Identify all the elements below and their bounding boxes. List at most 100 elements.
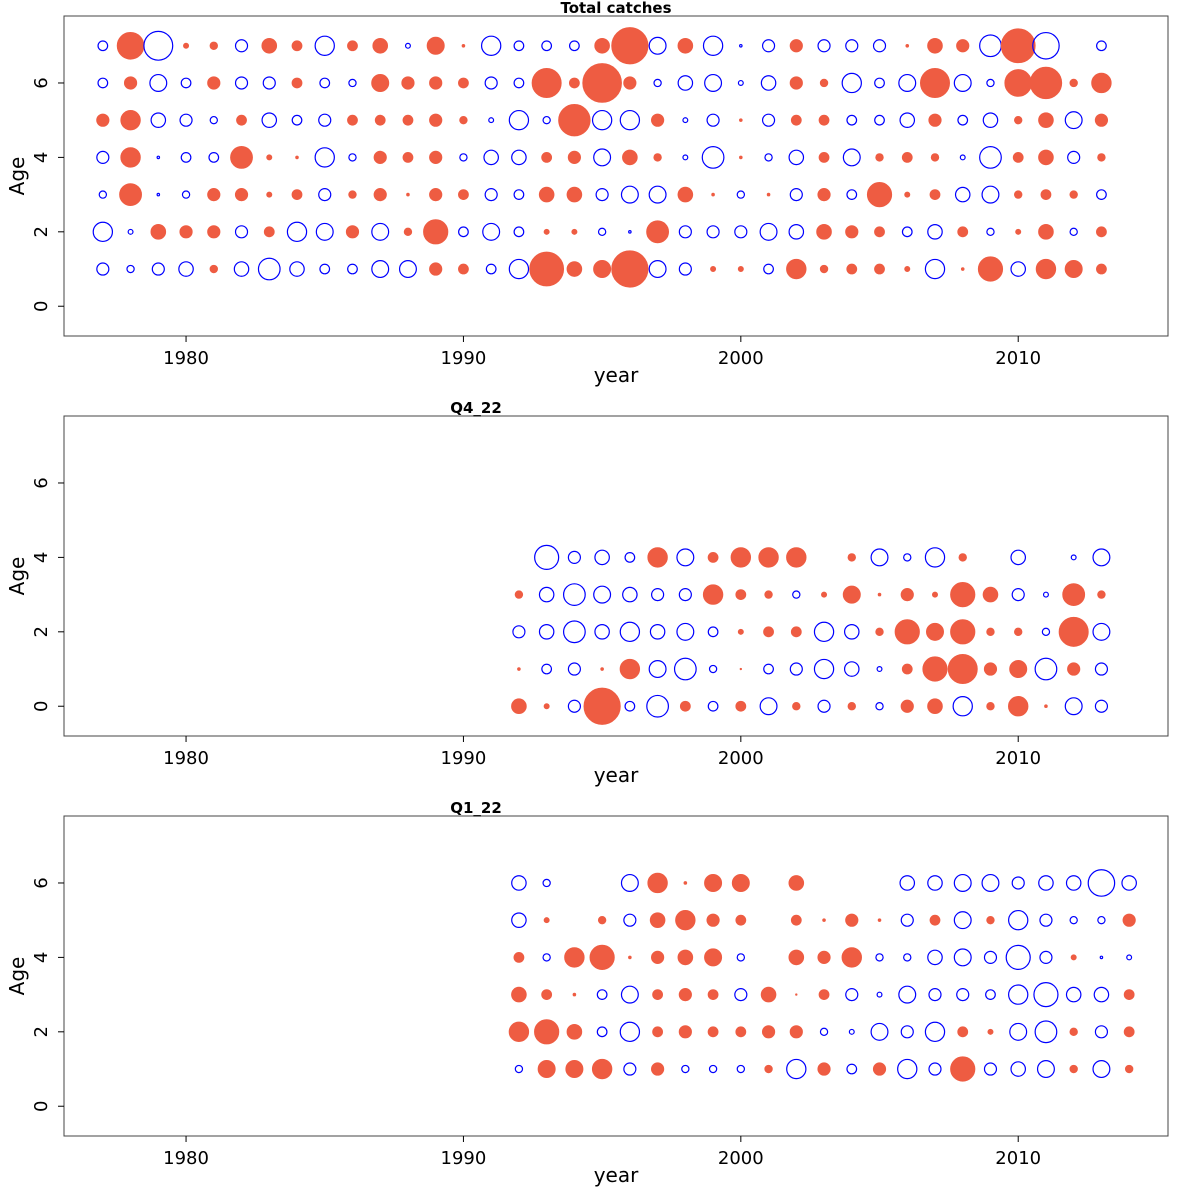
negative-residual-bubble <box>143 30 174 61</box>
x-tick-label: 2000 <box>718 748 764 769</box>
negative-residual-bubble <box>97 77 109 89</box>
negative-residual-bubble <box>482 222 501 241</box>
negative-residual-bubble <box>209 115 218 125</box>
positive-residual-bubble <box>459 115 468 125</box>
positive-residual-bubble <box>600 667 604 671</box>
negative-residual-bubble <box>648 185 667 204</box>
positive-residual-bubble <box>611 27 649 65</box>
positive-residual-bubble <box>1014 190 1023 199</box>
positive-residual-bubble <box>894 619 920 645</box>
positive-residual-bubble <box>706 913 720 927</box>
positive-residual-bubble <box>947 654 978 685</box>
positive-residual-bubble <box>538 186 555 203</box>
positive-residual-bubble <box>541 151 553 163</box>
positive-residual-bubble <box>1091 72 1112 94</box>
positive-residual-bubble <box>872 1062 887 1076</box>
positive-residual-bubble <box>1044 704 1048 709</box>
positive-residual-bubble <box>977 256 1004 282</box>
negative-residual-bubble <box>1093 986 1110 1003</box>
positive-residual-bubble <box>374 114 386 126</box>
positive-residual-bubble <box>458 263 469 275</box>
positive-residual-bubble <box>1069 78 1078 88</box>
positive-residual-bubble <box>1009 660 1028 679</box>
positive-residual-bubble <box>900 699 914 713</box>
negative-residual-bubble <box>736 190 746 199</box>
negative-residual-bubble <box>899 875 916 891</box>
negative-residual-bubble <box>1064 697 1083 716</box>
negative-residual-bubble <box>458 226 469 238</box>
positive-residual-bubble <box>1062 583 1086 607</box>
positive-residual-bubble <box>792 702 801 711</box>
positive-residual-bubble <box>373 150 387 164</box>
y-tick-label: 2 <box>31 626 52 637</box>
negative-residual-bubble <box>347 263 358 275</box>
chart-title: Total catches <box>560 0 671 17</box>
negative-residual-bubble <box>567 699 581 713</box>
positive-residual-bubble <box>628 955 632 960</box>
negative-residual-bubble <box>981 185 1000 204</box>
negative-residual-bubble <box>983 1062 998 1076</box>
negative-residual-bubble <box>1097 915 1106 925</box>
positive-residual-bubble <box>789 39 803 53</box>
positive-residual-bubble <box>704 873 723 892</box>
negative-residual-bubble <box>678 588 692 602</box>
negative-residual-bubble <box>761 113 776 127</box>
positive-residual-bubble <box>564 947 585 968</box>
negative-residual-bubble <box>928 1062 942 1076</box>
negative-residual-bubble <box>899 112 916 128</box>
positive-residual-bubble <box>818 989 830 1001</box>
negative-residual-bubble <box>595 188 609 202</box>
positive-residual-bubble <box>925 622 944 641</box>
negative-residual-bubble <box>180 77 192 89</box>
positive-residual-bubble <box>236 114 247 126</box>
negative-residual-bubble <box>734 988 748 1002</box>
x-tick-label: 2010 <box>995 748 1041 769</box>
positive-residual-bubble <box>958 553 967 562</box>
negative-residual-bubble <box>876 666 883 673</box>
positive-residual-bubble <box>209 41 218 50</box>
negative-residual-bubble <box>646 694 670 718</box>
positive-residual-bubble <box>179 225 193 239</box>
positive-residual-bubble <box>928 113 942 127</box>
positive-residual-bubble <box>1038 224 1054 240</box>
positive-residual-bubble <box>511 986 527 1003</box>
positive-residual-bubble <box>1038 149 1054 166</box>
negative-residual-bubble <box>149 73 168 92</box>
negative-residual-bubble <box>628 230 632 234</box>
negative-residual-bubble <box>1039 913 1053 927</box>
positive-residual-bubble <box>652 1026 664 1038</box>
panel-1: Total catches 1980 1990 2000 2010 0 2 4 6 year Age <box>5 0 1169 387</box>
negative-residual-bubble <box>874 114 885 126</box>
positive-residual-bubble <box>683 881 688 885</box>
negative-residual-bubble <box>843 624 860 640</box>
negative-residual-bubble <box>208 151 220 163</box>
x-tick-label: 2000 <box>718 1148 764 1169</box>
negative-residual-bubble <box>1096 40 1107 52</box>
x-tick-label: 1980 <box>163 348 209 369</box>
positive-residual-bubble <box>1014 627 1023 637</box>
positive-residual-bubble <box>295 155 299 160</box>
positive-residual-bubble <box>1123 989 1135 1001</box>
y-tick-label: 0 <box>31 301 52 312</box>
positive-residual-bubble <box>372 37 389 54</box>
negative-residual-bubble <box>178 261 194 277</box>
positive-residual-bubble <box>1097 590 1106 599</box>
positive-residual-bubble <box>817 188 831 202</box>
negative-residual-bubble <box>1032 31 1060 60</box>
negative-residual-bubble <box>870 548 889 567</box>
negative-residual-bubble <box>234 225 249 239</box>
negative-residual-bubble <box>813 621 835 643</box>
y-axis-label: Age <box>5 157 29 196</box>
positive-residual-bubble <box>1058 616 1089 647</box>
positive-residual-bubble <box>517 667 521 671</box>
positive-residual-bubble <box>150 224 167 240</box>
negative-residual-bubble <box>876 991 883 998</box>
negative-residual-bubble <box>648 36 667 55</box>
negative-residual-bubble <box>594 624 610 640</box>
positive-residual-bubble <box>534 1019 560 1045</box>
negative-residual-bubble <box>315 222 334 241</box>
negative-residual-bubble <box>648 660 667 679</box>
positive-residual-bubble <box>819 264 829 274</box>
negative-residual-bubble <box>845 39 859 53</box>
positive-residual-bubble <box>207 76 221 90</box>
